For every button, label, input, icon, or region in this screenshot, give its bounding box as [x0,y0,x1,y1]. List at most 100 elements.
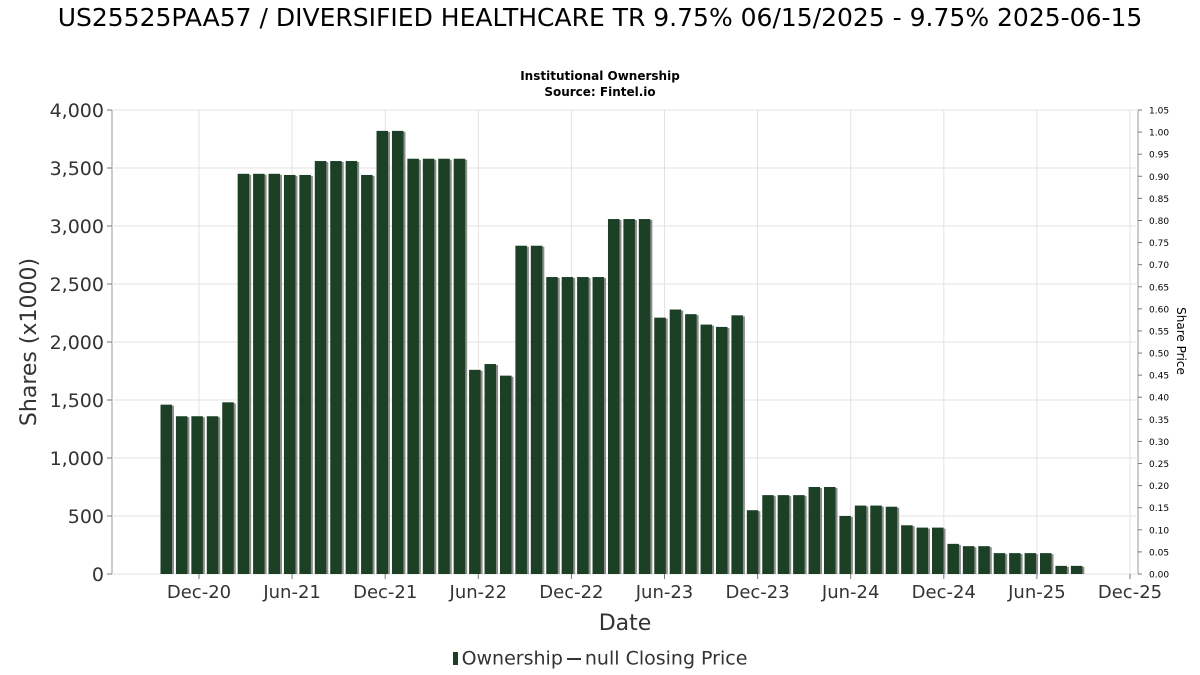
y-tick-label: 2,500 [50,274,104,296]
ownership-bar [253,173,265,575]
ownership-bar [762,495,774,574]
x-tick-label: Dec-25 [1098,582,1162,603]
x-tick-label: Dec-24 [912,582,976,603]
ownership-bar [484,364,497,574]
y2-tick-label: 0.00 [1149,571,1169,581]
ownership-bar [422,158,435,574]
ownership-bar [1009,553,1021,574]
ownership-bar [499,375,512,574]
ownership-bar [669,309,682,574]
ownership-bar [638,219,651,575]
ownership-bar [932,527,944,574]
ownership-bar [1055,565,1067,574]
ownership-bar [839,516,851,574]
x-tick-label: Dec-20 [167,582,231,603]
y-tick-label: 2,000 [50,332,104,354]
ownership-bar [330,161,342,575]
ownership-bar [391,130,404,574]
y2-tick-label: 0.65 [1149,283,1169,293]
y-tick-label: 4,000 [50,100,104,122]
x-tick-label: Jun-24 [821,582,880,603]
ownership-bar [546,277,558,574]
x-tick-label: Jun-22 [449,582,508,603]
ownership-bar [283,174,296,574]
ownership-bar [746,510,759,574]
legend-price-swatch [566,657,581,660]
x-tick-label: Dec-21 [353,582,417,603]
x-tick-label: Dec-22 [539,582,603,603]
ownership-bar [623,219,635,575]
ownership-bar [314,161,327,575]
ownership-bar [978,546,990,574]
legend-price-label: null Closing Price [584,647,748,670]
y2-tick-label: 0.30 [1149,438,1169,448]
ownership-bar [561,277,574,574]
ownership-bar [1070,565,1083,574]
ownership-bar [885,506,898,574]
ownership-bar [777,495,790,574]
ownership-bar [1040,553,1052,574]
ownership-bar [530,245,543,574]
ownership-bar [901,525,913,574]
ownership-bar [345,161,358,575]
chart-title: US25525PAA57 / DIVERSIFIED HEALTHCARE TR… [57,3,1143,32]
ownership-bar [407,158,419,574]
y2-tick-label: 0.95 [1149,151,1169,161]
ownership-bar [438,158,450,574]
ownership-bar [700,324,713,574]
y2-tick-label: 0.10 [1149,526,1169,536]
y2-tick-label: 0.85 [1149,195,1169,205]
ownership-bar [376,130,389,574]
y2-tick-label: 0.25 [1149,460,1169,470]
y2-tick-label: 0.75 [1149,239,1169,249]
ownership-bar [731,315,743,574]
ownership-bar [206,416,219,574]
legend-ownership-label: Ownership [461,647,563,670]
y-tick-label: 1,000 [50,448,104,470]
ownership-bar [947,543,959,574]
y-tick-label: 500 [68,506,104,528]
ownership-bar [607,219,620,575]
ownership-bar [685,314,697,574]
ownership-bar [823,487,836,574]
y2-tick-label: 1.05 [1149,107,1169,117]
ownership-bar [993,553,1006,574]
ownership-bar [299,174,311,574]
y-tick-label: 3,000 [50,216,104,238]
ownership-bar [268,173,281,575]
y2-tick-label: 0.50 [1149,350,1169,360]
ownership-bar [592,277,605,574]
ownership-bar [515,245,527,574]
y2-tick-label: 0.60 [1149,305,1169,315]
ownership-bar [175,416,188,574]
ownership-bar [916,527,929,574]
ownership-bar [469,369,481,574]
y2-tick-label: 1.00 [1149,129,1169,139]
x-axis-title: Date [599,611,652,636]
legend-ownership-swatch [452,652,458,665]
chart-subtitle-1: Institutional Ownership [520,69,680,83]
ownership-bar [808,487,821,574]
ownership-bar [870,505,882,574]
ownership-bar [654,317,666,574]
y2-tick-label: 0.70 [1149,261,1169,271]
y2-tick-label: 0.40 [1149,394,1169,404]
ownership-bar [237,173,250,575]
ownership-bar [793,495,805,574]
y2-axis-title: Share Price [1174,307,1188,375]
ownership-bar [577,277,589,574]
ownership-bar [160,404,172,574]
ownership-bar [715,326,728,574]
x-tick-label: Jun-25 [1007,582,1066,603]
y2-tick-label: 0.45 [1149,372,1169,382]
ownership-bar [222,402,234,574]
x-tick-label: Dec-23 [725,582,789,603]
y-tick-label: 3,500 [50,158,104,180]
x-tick-label: Jun-21 [262,582,321,603]
ownership-bar [1024,553,1037,574]
y2-tick-label: 0.35 [1149,416,1169,426]
y2-tick-label: 0.20 [1149,482,1169,492]
ownership-bar [361,174,373,574]
y-tick-label: 0 [92,564,104,586]
